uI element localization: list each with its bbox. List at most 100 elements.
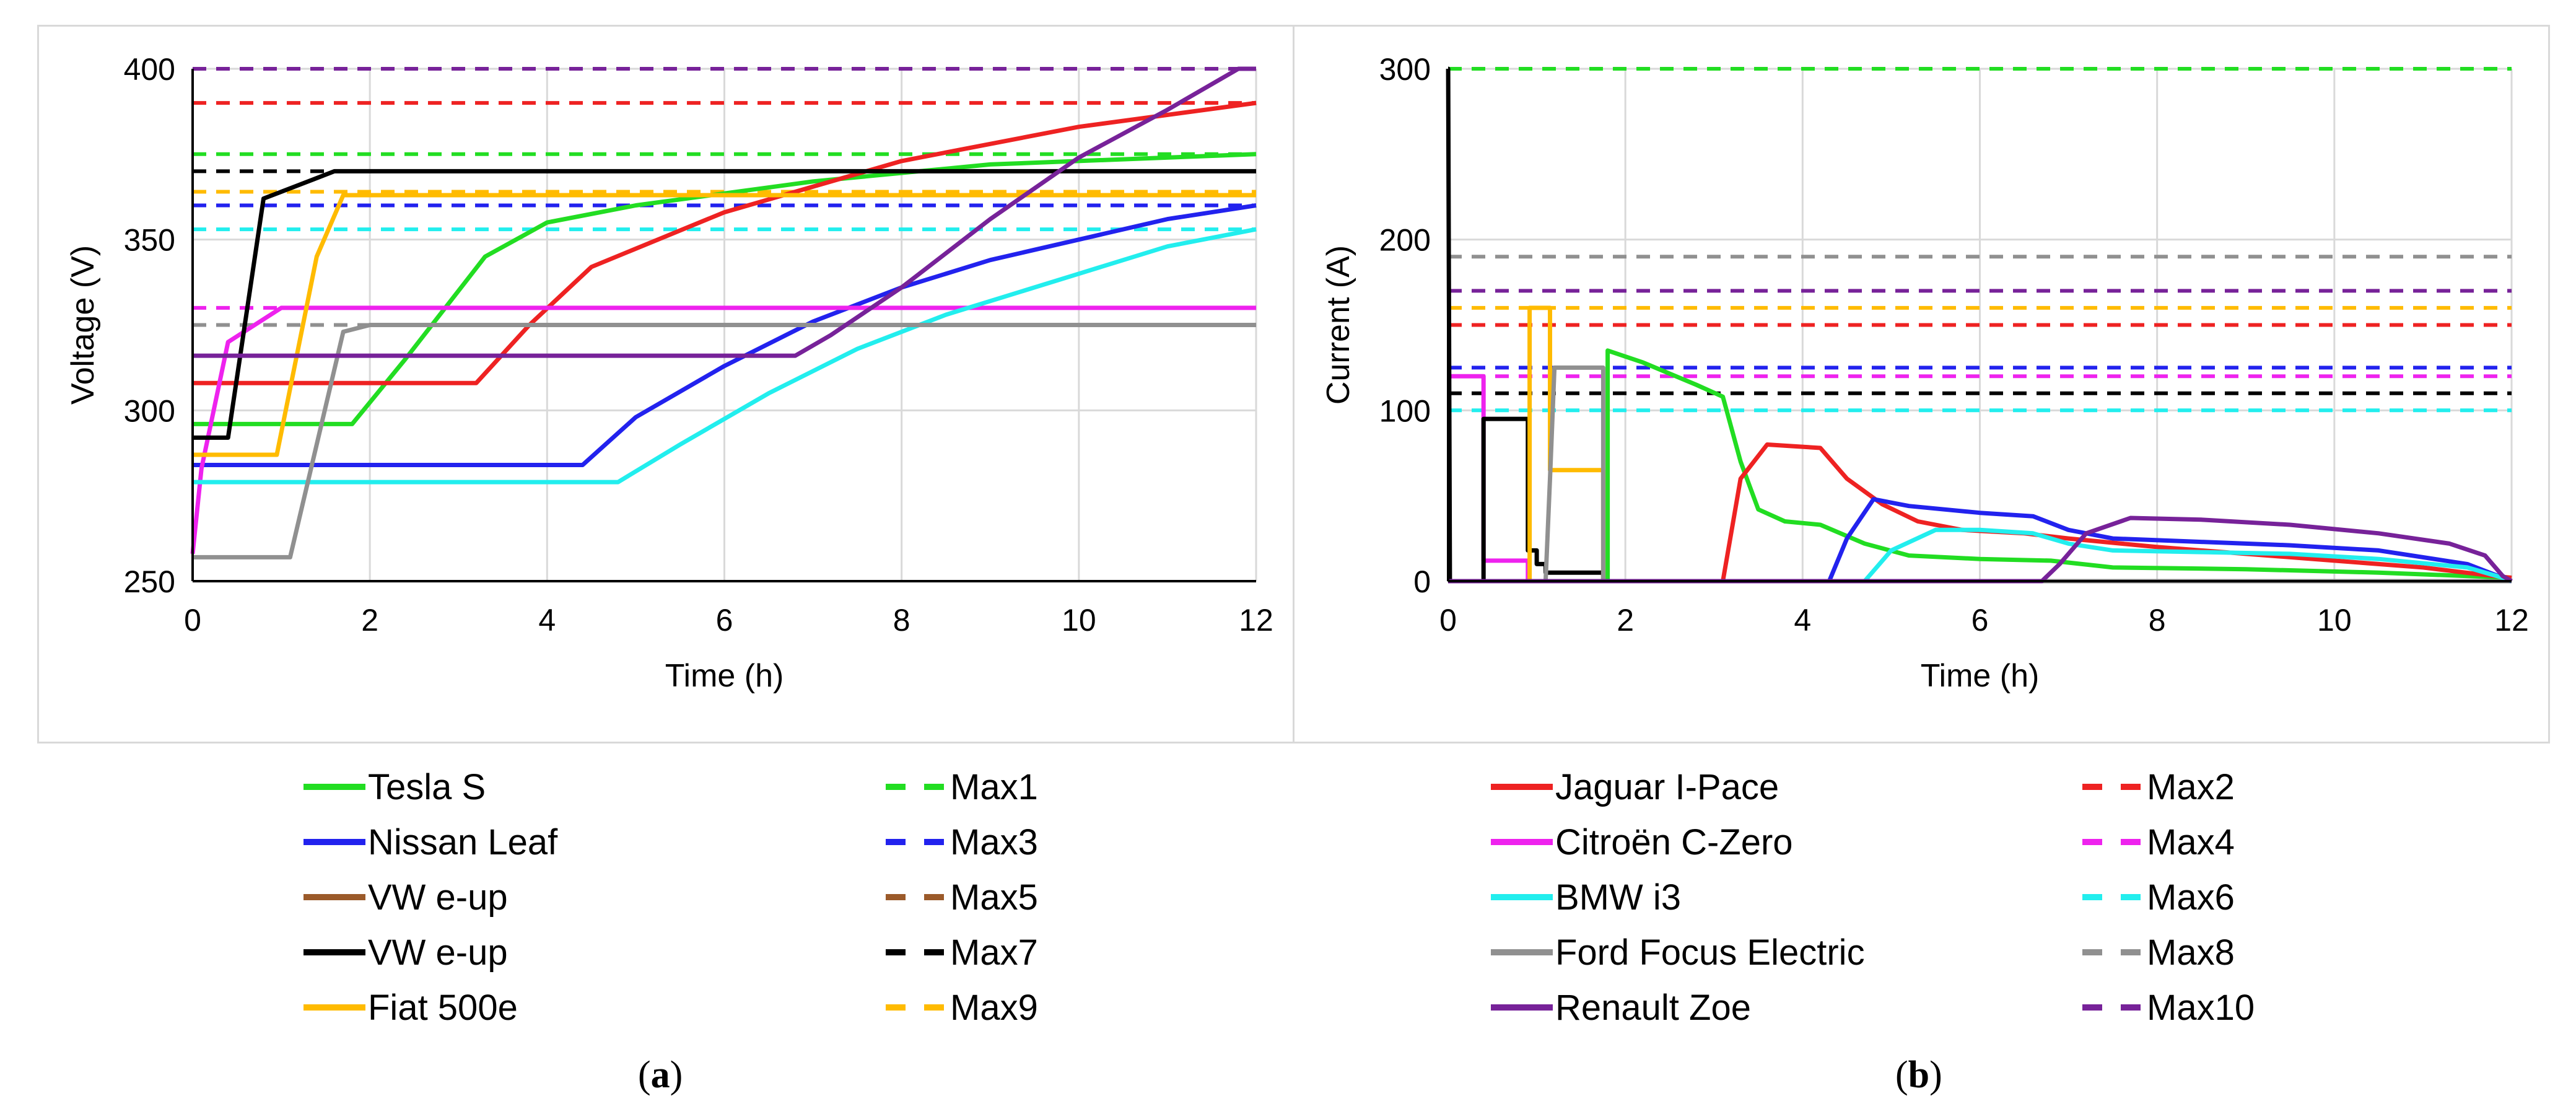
legend-item-tesla-s: Tesla S [303, 762, 486, 812]
legend-label: Max4 [2147, 822, 2235, 862]
x-axis-title: Time (h) [1921, 658, 2040, 694]
caption-a-letter: a [650, 1054, 670, 1096]
legend-swatch [1491, 784, 1553, 790]
x-tick-label: 8 [893, 603, 910, 638]
y-tick-label: 250 [124, 564, 175, 599]
caption-a: (a) [638, 1053, 683, 1097]
series-line-jaguar-i-pace [193, 100, 1257, 385]
y-tick-label: 200 [1379, 223, 1431, 258]
legend-label: Max1 [950, 766, 1038, 807]
caption-b-letter: b [1908, 1054, 1930, 1096]
legend-item-max10: Max10 [2082, 983, 2255, 1032]
legend-label: Nissan Leaf [368, 822, 558, 862]
caption-a-close: ) [670, 1054, 683, 1096]
legend-item-jaguar-i-pace: Jaguar I-Pace [1491, 762, 1779, 812]
legend-label: Max8 [2147, 932, 2235, 973]
x-tick-label: 2 [361, 603, 378, 638]
legend-swatch [1491, 949, 1553, 955]
series-line-ford-focus-electric [193, 323, 1256, 559]
legend-item-ford-focus-electric: Ford Focus Electric [1491, 928, 1865, 977]
legend-swatch [303, 784, 365, 790]
legend-swatch [2082, 1004, 2144, 1011]
panel-b-frame: 0 2 4 6 8 10 12 0 100 200 300 Time (h) Current (A) [1293, 25, 2550, 743]
series-line-renault-zoe [1448, 515, 2513, 584]
x-axis-title: Time (h) [665, 658, 784, 694]
legend-item-max6: Max6 [2082, 872, 2235, 922]
legend-label: Fiat 500e [368, 987, 518, 1028]
legend-label: Max5 [950, 877, 1038, 918]
legend-item-renault-zoe: Renault Zoe [1491, 983, 1751, 1032]
legend-label: Ford Focus Electric [1555, 932, 1865, 973]
legend-item-nissan-leaf: Nissan Leaf [303, 817, 557, 867]
legend-swatch [1491, 1004, 1553, 1011]
legend-item-vw-e-up: VW e-up [303, 928, 508, 977]
legend-swatch [303, 839, 365, 845]
x-tick-label: 12 [1239, 603, 1273, 638]
x-tick-label: 4 [1794, 603, 1811, 638]
x-tick-label: 10 [1062, 603, 1096, 638]
y-tick-label: 300 [1379, 52, 1431, 87]
x-tick-label: 0 [184, 603, 201, 638]
series-line-renault-zoe [193, 66, 1256, 358]
x-tick-label: 12 [2494, 603, 2529, 638]
legend-item-vw-e-up: VW e-up [303, 872, 508, 922]
legend-swatch [303, 894, 365, 900]
caption-a-open: ( [638, 1054, 651, 1096]
legend-item-bmw-i3: BMW i3 [1491, 872, 1681, 922]
legend-label: VW e-up [368, 877, 508, 918]
legend-item-max4: Max4 [2082, 817, 2235, 867]
voltage-chart: 0 2 4 6 8 10 12 250 300 350 400 Time (h) Voltage (V) [65, 52, 1273, 694]
legend-item-max8: Max8 [2082, 928, 2235, 977]
legend-label: VW e-up [368, 932, 508, 973]
legend-item-max9: Max9 [886, 983, 1038, 1032]
y-tick-label: 400 [124, 52, 175, 87]
legend-swatch [886, 894, 948, 900]
legend-swatch [886, 1004, 948, 1011]
legend-label: Max3 [950, 822, 1038, 862]
legend-item-max2: Max2 [2082, 762, 2235, 812]
legend-label: Citroën C-Zero [1555, 822, 1793, 862]
series-line-nissan-leaf [193, 203, 1257, 467]
current-chart: 0 2 4 6 8 10 12 0 100 200 300 Time (h) Current (A) [1321, 52, 2529, 694]
legend-swatch [1491, 839, 1553, 845]
legend-swatch [886, 949, 948, 955]
legend-item-max1: Max1 [886, 762, 1038, 812]
series-line-bmw-i3 [193, 227, 1257, 485]
series-line-nissan-leaf [1448, 497, 2513, 584]
series-line-citro-n-c-zero [190, 305, 1256, 555]
legend-swatch [2082, 949, 2144, 955]
x-tick-label: 0 [1439, 603, 1457, 638]
caption-b: (b) [1895, 1053, 1942, 1097]
legend-label: BMW i3 [1555, 877, 1681, 918]
y-tick-label: 350 [124, 223, 175, 258]
legend-label: Max6 [2147, 877, 2235, 918]
y-tick-label: 100 [1379, 393, 1431, 428]
legend-item-fiat-500e: Fiat 500e [303, 983, 518, 1032]
legend-a: Tesla S Max1 Nissan Leaf Max3 VW e-up Max5 VW … [37, 762, 1295, 1035]
legend-swatch [2082, 894, 2144, 900]
legend-label: Max9 [950, 987, 1038, 1028]
legend-swatch [1491, 894, 1553, 900]
series-line-bmw-i3 [1448, 527, 2513, 584]
legend-swatch [303, 949, 365, 955]
legend-swatch [2082, 839, 2144, 845]
legend-swatch [303, 1004, 365, 1011]
legend-swatch [2082, 784, 2144, 790]
legend-swatch [886, 839, 948, 845]
legend-item-citro-n-c-zero: Citroën C-Zero [1491, 817, 1793, 867]
x-tick-label: 10 [2317, 603, 2352, 638]
y-axis-title: Voltage (V) [65, 245, 101, 405]
panel-a-frame: 0 2 4 6 8 10 12 250 300 350 400 Time (h) Voltage (V) [37, 25, 1295, 743]
x-tick-label: 6 [716, 603, 733, 638]
series-lines [1446, 66, 2513, 584]
x-tick-label: 6 [1971, 603, 1989, 638]
legend-item-max3: Max3 [886, 817, 1038, 867]
legend-b: Jaguar I-Pace Max2 Citroën C-Zero Max4 BMW i… [1293, 762, 2550, 1035]
legend-item-max5: Max5 [886, 872, 1038, 922]
y-tick-label: 300 [124, 393, 175, 428]
series-line-fiat-500e [193, 193, 1256, 457]
legend-label: Renault Zoe [1555, 987, 1751, 1028]
series-line-tesla-s [1448, 348, 2512, 584]
x-tick-label: 2 [1617, 603, 1634, 638]
